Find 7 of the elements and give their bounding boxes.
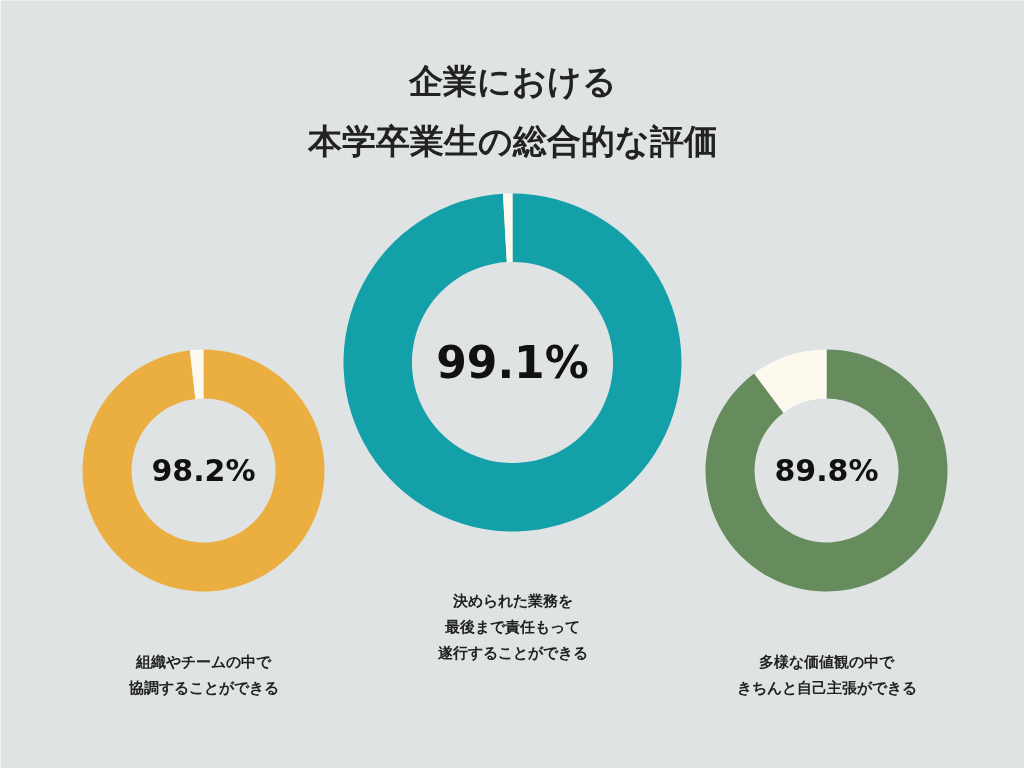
slice-label: 組織やチームの中で協調することができる <box>127 652 279 697</box>
slice-label: 決められた業務を最後まで責任もって遂行することができる <box>436 591 588 662</box>
slice-label: 多様な価値観の中できちんと自己主張ができる <box>736 652 917 697</box>
data-label: 89.8% <box>774 453 879 488</box>
data-label: 98.2% <box>151 453 256 488</box>
data-label: 99.1% <box>436 337 589 388</box>
chart-title: 企業における本学卒業生の総合的な評価 <box>306 60 718 161</box>
